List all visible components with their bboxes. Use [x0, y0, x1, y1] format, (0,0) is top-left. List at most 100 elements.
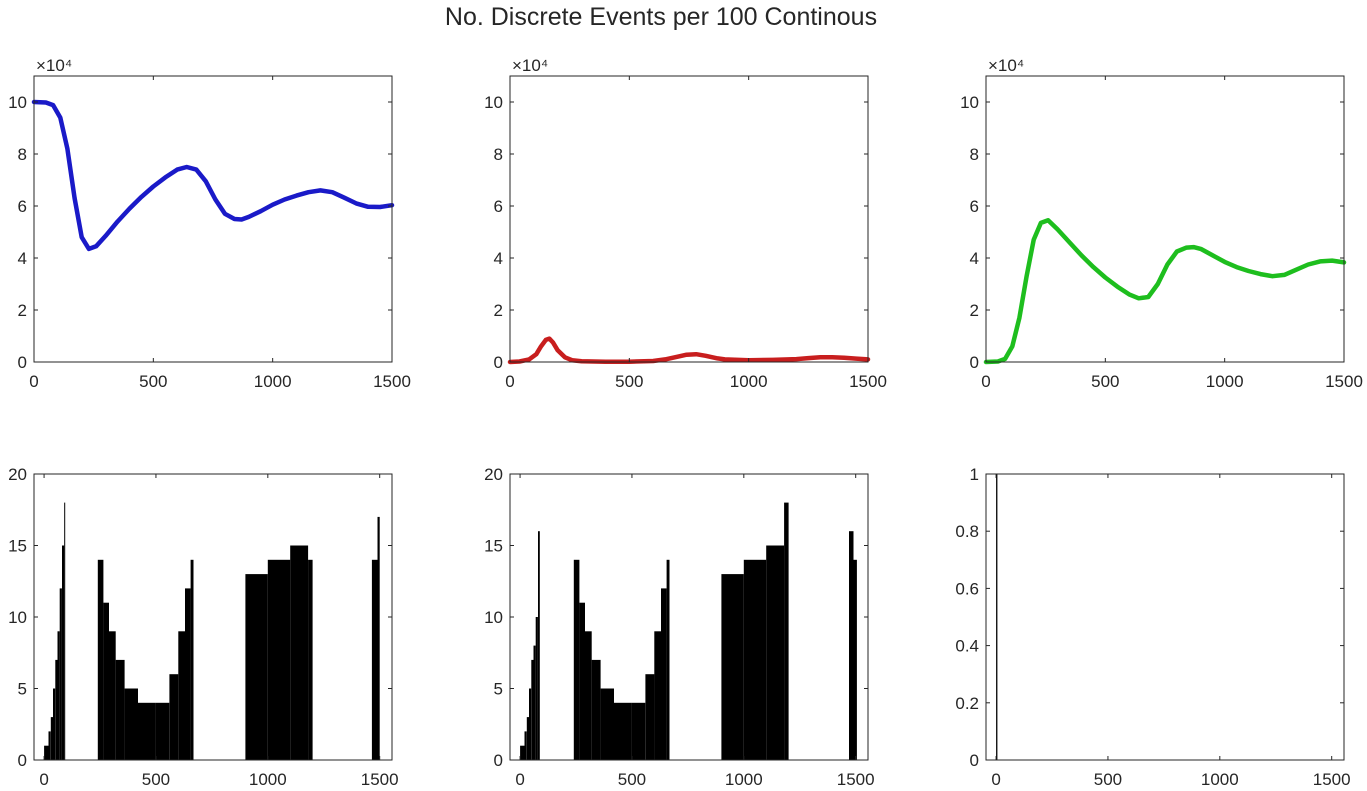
y-tick-label: 0: [970, 751, 979, 770]
y-exponent-label: ×10⁴: [512, 56, 548, 75]
bar: [290, 545, 309, 760]
bar: [377, 516, 380, 760]
bar: [138, 702, 156, 760]
plot-area: [986, 474, 1344, 760]
bar: [55, 659, 58, 760]
series-line-1: [983, 218, 1347, 365]
bar: [245, 574, 268, 760]
x-tick-label: 500: [139, 372, 167, 391]
bar: [573, 559, 580, 760]
bar: [531, 659, 534, 760]
y-tick-label: 2: [970, 301, 979, 320]
y-tick-label: 0.4: [955, 637, 979, 656]
bar: [308, 559, 313, 760]
plot-area: [510, 474, 868, 760]
bar: [44, 745, 49, 760]
bar: [115, 659, 125, 760]
y-tick-label: 0: [494, 751, 503, 770]
axes-box: [985, 75, 1345, 363]
bar: [533, 645, 536, 760]
y-tick-label: 10: [8, 608, 27, 627]
y-tick-label: 0: [494, 353, 503, 372]
series-line-1: [31, 99, 395, 252]
bar: [529, 688, 532, 760]
x-tick-label: 1000: [725, 770, 763, 789]
x-tick-label: 1000: [1201, 770, 1239, 789]
axes-box: [985, 473, 1345, 761]
bar: [178, 631, 185, 760]
y-tick-label: 6: [970, 197, 979, 216]
bar: [645, 674, 655, 760]
y-tick-label: 8: [18, 145, 27, 164]
bar: [535, 617, 538, 760]
bar: [996, 474, 998, 760]
y-tick-label: 0: [18, 353, 27, 372]
y-tick-label: 10: [960, 93, 979, 112]
plot-area: [986, 76, 1344, 362]
x-tick-label: 1500: [373, 372, 411, 391]
y-tick-label: 0: [18, 751, 27, 770]
bar: [524, 731, 527, 760]
x-tick-label: 500: [1094, 770, 1122, 789]
bar: [59, 588, 62, 760]
y-tick-label: 10: [484, 93, 503, 112]
y-tick-label: 10: [8, 93, 27, 112]
x-tick-label: 1500: [1313, 770, 1351, 789]
x-tick-label: 1500: [849, 372, 887, 391]
bar: [766, 545, 785, 760]
bar: [661, 588, 667, 760]
y-tick-label: 2: [494, 301, 503, 320]
bar: [614, 702, 632, 760]
bar: [579, 602, 585, 760]
x-tick-label: 500: [1091, 372, 1119, 391]
bar: [743, 559, 767, 760]
x-tick-label: 1000: [249, 770, 287, 789]
axes-box: [509, 75, 869, 363]
subplot-top-center: 0 500 1000 1500 0 2 4 6 8 10 ×10⁴: [484, 56, 887, 391]
axes-box: [33, 75, 393, 363]
bar: [526, 717, 529, 760]
plot-area: [34, 474, 392, 760]
y-tick-label: 15: [8, 537, 27, 556]
x-tick-label: 0: [39, 770, 48, 789]
y-tick-label: 4: [970, 249, 979, 268]
bar: [103, 602, 109, 760]
bar: [48, 731, 51, 760]
x-tick-label: 0: [991, 770, 1000, 789]
x-tick-label: 1500: [361, 770, 399, 789]
x-tick-label: 1500: [837, 770, 875, 789]
x-tick-label: 1000: [730, 372, 768, 391]
y-tick-label: 0: [970, 353, 979, 372]
y-tick-label: 8: [494, 145, 503, 164]
x-tick-label: 1000: [254, 372, 292, 391]
bar: [57, 631, 60, 760]
subplot-bottom-center: 0 500 1000 1500 0 5 10 15 20: [484, 465, 875, 789]
bar: [124, 688, 138, 760]
y-tick-label: 0.8: [955, 522, 979, 541]
figure-title: No. Discrete Events per 100 Continous: [445, 3, 877, 31]
bar: [784, 502, 789, 760]
bar: [520, 745, 525, 760]
x-tick-label: 0: [981, 372, 990, 391]
y-tick-label: 6: [18, 197, 27, 216]
y-tick-label: 6: [494, 197, 503, 216]
subplot-top-right: 0 500 1000 1500 0 2 4 6 8 10 ×10⁴: [960, 56, 1363, 391]
bar: [190, 559, 194, 760]
subplot-top-left: 0 500 1000 1500 0 2 4 6 8 10 ×10⁴: [8, 56, 411, 391]
y-tick-label: 4: [18, 249, 27, 268]
bar: [64, 502, 66, 760]
y-tick-label: 0.6: [955, 579, 979, 598]
x-tick-label: 0: [29, 372, 38, 391]
x-tick-label: 0: [515, 770, 524, 789]
plot-area: [510, 76, 868, 362]
y-tick-label: 1: [970, 465, 979, 484]
y-tick-label: 8: [970, 145, 979, 164]
y-tick-label: 15: [484, 537, 503, 556]
x-tick-label: 500: [618, 770, 646, 789]
bar: [185, 588, 191, 760]
y-tick-label: 0.2: [955, 694, 979, 713]
y-tick-label: 2: [18, 301, 27, 320]
bar: [591, 659, 601, 760]
